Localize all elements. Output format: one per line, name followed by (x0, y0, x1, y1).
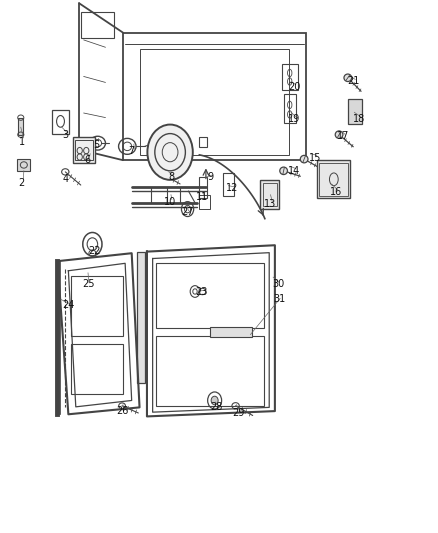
Text: 27: 27 (181, 207, 194, 217)
Text: 4: 4 (62, 174, 68, 184)
Text: 3: 3 (62, 130, 68, 140)
Text: 5: 5 (93, 140, 99, 150)
Text: 10: 10 (164, 197, 176, 207)
Bar (123, 33, 306, 160)
Text: 21: 21 (347, 77, 360, 86)
Text: 16: 16 (330, 187, 342, 197)
Bar (71, 344, 123, 394)
Bar (263, 183, 277, 206)
Bar (73, 138, 95, 163)
Text: 31: 31 (273, 294, 286, 304)
Text: 24: 24 (62, 300, 74, 310)
Text: 12: 12 (226, 183, 238, 193)
Bar (71, 276, 123, 336)
Text: 11: 11 (196, 192, 208, 203)
Text: 9: 9 (207, 172, 213, 182)
Text: 22: 22 (88, 246, 101, 255)
Ellipse shape (148, 125, 193, 180)
Ellipse shape (344, 74, 352, 82)
Text: 23: 23 (195, 287, 208, 297)
Text: 26: 26 (116, 406, 128, 416)
Bar (284, 94, 296, 123)
Text: 17: 17 (337, 131, 350, 141)
Text: 13: 13 (265, 199, 277, 209)
Text: 18: 18 (353, 114, 365, 124)
Bar (261, 180, 279, 209)
Ellipse shape (335, 131, 343, 139)
Ellipse shape (211, 396, 218, 405)
Text: 30: 30 (272, 279, 284, 288)
Text: 14: 14 (288, 166, 300, 176)
Bar (317, 160, 350, 198)
Bar (319, 163, 348, 196)
Text: 2: 2 (18, 177, 25, 188)
Bar (199, 177, 207, 198)
Bar (348, 99, 362, 124)
Bar (17, 159, 30, 171)
Text: 25: 25 (82, 279, 94, 288)
Text: 6: 6 (84, 155, 90, 165)
Text: 19: 19 (288, 114, 300, 124)
Text: 29: 29 (233, 408, 245, 418)
Bar (283, 64, 297, 90)
Text: 1: 1 (18, 136, 25, 147)
Text: 15: 15 (309, 152, 321, 163)
Bar (223, 173, 234, 196)
Text: 28: 28 (211, 402, 223, 413)
Bar (137, 252, 145, 383)
Text: 7: 7 (128, 146, 135, 156)
Bar (141, 49, 289, 155)
Bar (199, 195, 210, 208)
Text: 20: 20 (288, 82, 300, 92)
Bar (18, 118, 23, 135)
Bar (156, 263, 265, 328)
Bar (210, 327, 252, 337)
Bar (52, 110, 69, 134)
Ellipse shape (280, 167, 287, 174)
Bar (81, 12, 114, 38)
Text: 8: 8 (168, 172, 174, 182)
Bar (199, 138, 207, 147)
Ellipse shape (300, 156, 308, 163)
Bar (156, 336, 265, 406)
Bar (75, 140, 93, 160)
